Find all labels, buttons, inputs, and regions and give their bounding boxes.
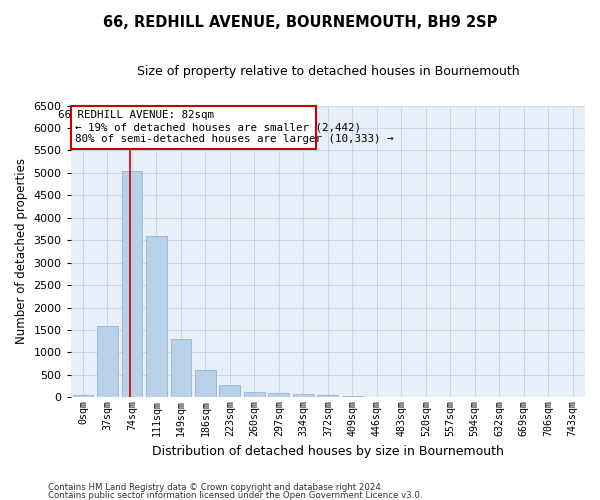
Text: ← 19% of detached houses are smaller (2,442): ← 19% of detached houses are smaller (2,… (75, 122, 361, 132)
Bar (146, 236, 167, 398)
Text: Contains HM Land Registry data © Crown copyright and database right 2024.: Contains HM Land Registry data © Crown c… (48, 484, 383, 492)
Bar (220, 386, 241, 398)
Bar (195, 370, 216, 398)
Title: Size of property relative to detached houses in Bournemouth: Size of property relative to detached ho… (137, 65, 519, 78)
Text: 66 REDHILL AVENUE: 82sqm: 66 REDHILL AVENUE: 82sqm (58, 110, 214, 120)
Text: 80% of semi-detached houses are larger (10,333) →: 80% of semi-detached houses are larger (… (75, 134, 394, 144)
X-axis label: Distribution of detached houses by size in Bournemouth: Distribution of detached houses by size … (152, 444, 504, 458)
Bar (367, 396, 387, 398)
Y-axis label: Number of detached properties: Number of detached properties (15, 158, 28, 344)
Text: Contains public sector information licensed under the Open Government Licence v3: Contains public sector information licen… (48, 490, 422, 500)
Bar (268, 393, 289, 398)
Bar (244, 392, 265, 398)
Bar (170, 339, 191, 398)
Text: 66, REDHILL AVENUE, BOURNEMOUTH, BH9 2SP: 66, REDHILL AVENUE, BOURNEMOUTH, BH9 2SP (103, 15, 497, 30)
Bar (97, 326, 118, 398)
Bar (293, 394, 314, 398)
Bar (122, 170, 142, 398)
Bar (317, 395, 338, 398)
Bar (73, 395, 94, 398)
FancyBboxPatch shape (71, 106, 316, 149)
Bar (342, 396, 363, 398)
